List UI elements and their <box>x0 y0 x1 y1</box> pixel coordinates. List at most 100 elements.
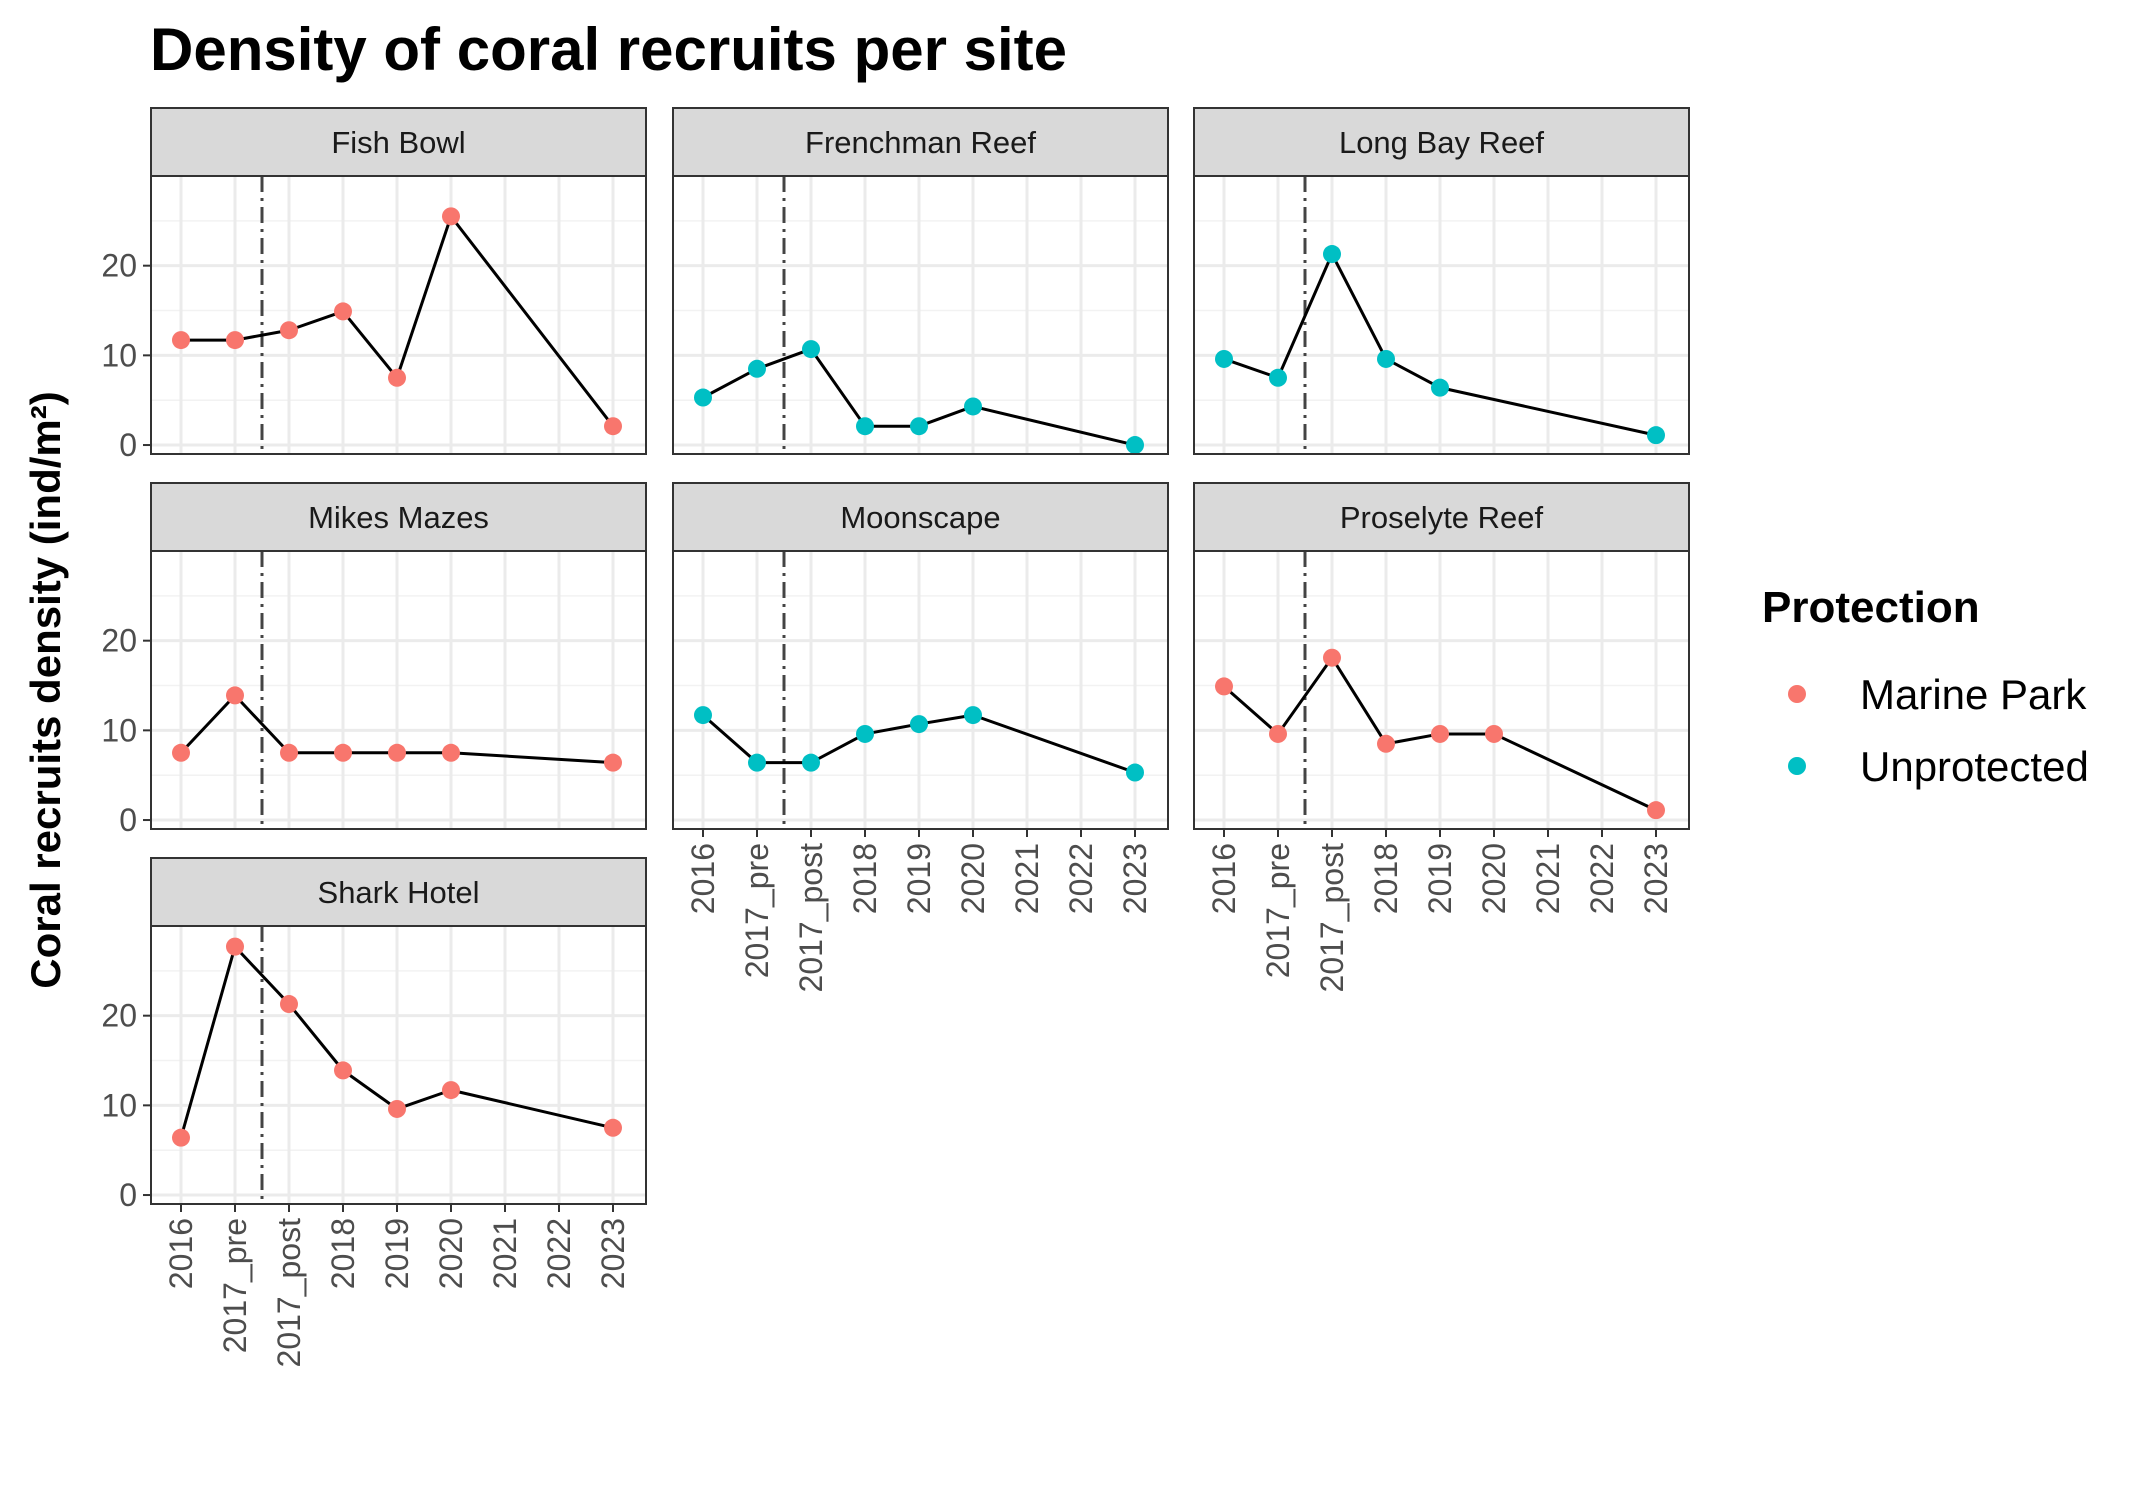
data-point <box>172 1128 190 1147</box>
x-tick-label: 2021 <box>487 1218 523 1289</box>
x-tick-label: 2020 <box>433 1218 469 1289</box>
y-tick-label: 10 <box>101 1087 137 1123</box>
data-point <box>1269 724 1287 743</box>
x-tick-label: 2017_post <box>1314 843 1350 993</box>
data-point <box>604 417 622 436</box>
y-tick-label: 0 <box>119 1177 137 1213</box>
facet-shark-hotel: Shark Hotel 0 10 20 2016 2017_pre 2017_post 201… <box>101 857 647 1368</box>
data-point <box>694 706 712 725</box>
facet-strip-label: Shark Hotel <box>318 875 480 910</box>
data-point <box>1647 801 1665 820</box>
x-tick-label: 2022 <box>541 1218 577 1289</box>
facet-long-bay-reef: Long Bay Reef <box>1193 107 1690 455</box>
data-point <box>1377 734 1395 753</box>
data-point <box>748 753 766 772</box>
data-point <box>802 340 820 359</box>
data-point <box>1377 349 1395 368</box>
x-tick-label: 2023 <box>1638 843 1674 914</box>
x-tick-label: 2019 <box>901 843 937 914</box>
facet-strip <box>150 107 647 177</box>
data-point <box>388 1099 406 1118</box>
facet-strip <box>672 107 1169 177</box>
facet-fish-bowl: Fish Bowl 0 10 20 <box>101 107 647 463</box>
data-point <box>280 321 298 340</box>
x-tick-label: 2018 <box>1368 843 1404 914</box>
data-point <box>910 417 928 436</box>
x-tick-label: 2023 <box>595 1218 631 1289</box>
data-point <box>226 686 244 705</box>
x-tick-label: 2019 <box>1422 843 1458 914</box>
data-point <box>442 743 460 762</box>
legend: Protection Marine Park Unprotected <box>1762 583 2089 790</box>
data-point <box>856 724 874 743</box>
data-point <box>856 417 874 436</box>
data-point <box>964 397 982 416</box>
data-point <box>1126 436 1144 455</box>
panel-border <box>150 925 647 1205</box>
series-line <box>1223 252 1657 437</box>
data-point <box>334 743 352 762</box>
data-point <box>802 753 820 772</box>
x-tick-label: 2017_pre <box>217 1218 253 1353</box>
data-point <box>1269 368 1287 387</box>
panel-border <box>672 175 1169 455</box>
data-point <box>334 1061 352 1080</box>
data-point <box>1431 724 1449 743</box>
x-tick-label: 2018 <box>847 843 883 914</box>
x-tick-label: 2017_post <box>271 1218 307 1368</box>
data-point <box>604 1118 622 1137</box>
facet-strip-label: Moonscape <box>840 500 1000 535</box>
data-point <box>1647 426 1665 445</box>
legend-label: Marine Park <box>1860 671 2087 718</box>
panel-border <box>1193 550 1690 830</box>
x-tick-label: 2020 <box>1476 843 1512 914</box>
data-point <box>226 937 244 956</box>
facet-proselyte-reef: Proselyte Reef 2016 2017_pre 2017_post 2018 2… <box>1193 482 1690 993</box>
data-point <box>226 331 244 350</box>
y-tick-label: 20 <box>101 998 137 1034</box>
panel-border <box>150 550 647 830</box>
x-tick-label: 2016 <box>163 1218 199 1289</box>
y-tick-label: 20 <box>101 623 137 659</box>
panel-border <box>150 175 647 455</box>
facet-strip <box>672 482 1169 552</box>
facet-moonscape: Moonscape 2016 2017_pre 2017_post 2018 2019 20… <box>672 482 1169 993</box>
x-tick-label: 2021 <box>1530 843 1566 914</box>
x-tick-label: 2016 <box>1206 843 1242 914</box>
x-tick-label: 2017_post <box>793 843 829 993</box>
facet-strip-label: Mikes Mazes <box>308 500 489 535</box>
data-point <box>442 1081 460 1100</box>
legend-entry-unprotected: Unprotected <box>1788 743 2089 790</box>
data-point <box>1215 349 1233 368</box>
x-tick-label: 2017_pre <box>1260 843 1296 978</box>
data-point <box>172 331 190 350</box>
data-point <box>442 207 460 226</box>
x-tick-label: 2018 <box>325 1218 361 1289</box>
facet-strip-label: Long Bay Reef <box>1339 125 1544 160</box>
y-axis-label: Coral recruits density (ind/m²) <box>22 391 69 988</box>
data-point <box>280 743 298 762</box>
data-point <box>964 706 982 725</box>
legend-title: Protection <box>1762 583 1980 632</box>
facet-strip-label: Proselyte Reef <box>1340 500 1544 535</box>
facet-frenchman-reef: Frenchman Reef <box>672 107 1169 455</box>
data-point <box>388 743 406 762</box>
y-tick-label: 20 <box>101 248 137 284</box>
panel-border <box>1193 175 1690 455</box>
legend-key <box>1788 685 1806 703</box>
y-tick-label: 10 <box>101 337 137 373</box>
facet-strip <box>1193 107 1690 177</box>
y-tick-label: 10 <box>101 712 137 748</box>
facet-strip-label: Frenchman Reef <box>805 125 1036 160</box>
x-tick-label: 2021 <box>1009 843 1045 914</box>
panel-border <box>672 550 1169 830</box>
y-tick-label: 0 <box>119 802 137 838</box>
data-point <box>172 743 190 762</box>
y-tick-label: 0 <box>119 427 137 463</box>
data-point <box>604 753 622 772</box>
legend-entry-marine-park: Marine Park <box>1788 671 2087 718</box>
data-point <box>388 368 406 387</box>
x-tick-label: 2017_pre <box>739 843 775 978</box>
facet-panels: Fish Bowl 0 10 20 Frenchman Reef Long Bay Ree… <box>101 107 1690 1368</box>
